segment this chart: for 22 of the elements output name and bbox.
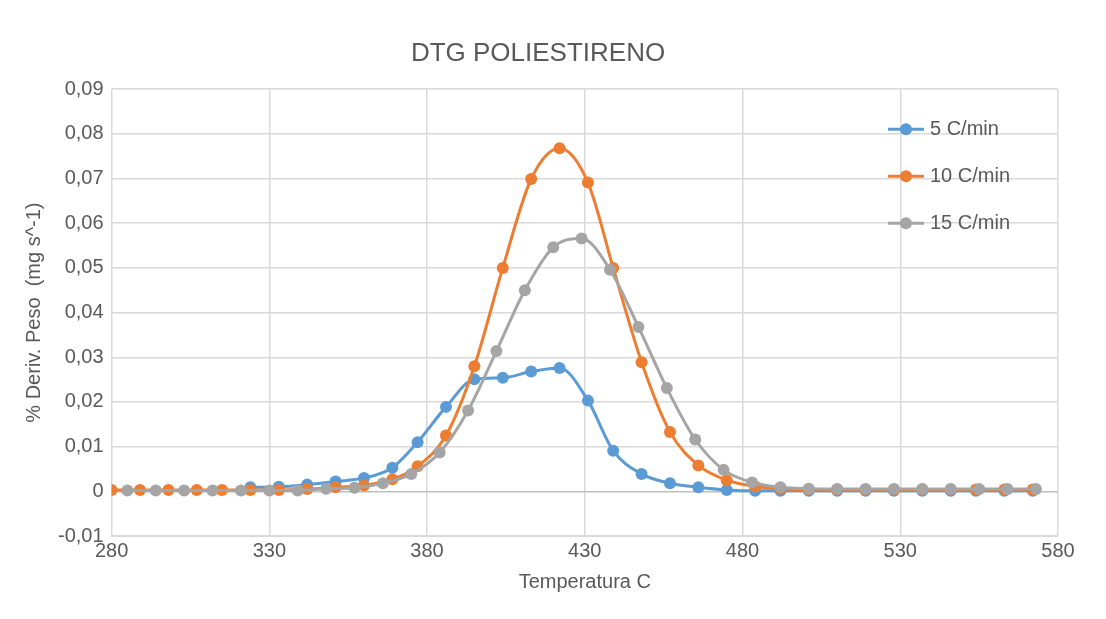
x-tick-label: 330 [252,538,287,561]
y-tick-label: 0,08 [64,121,104,144]
y-tick-label: 0,09 [64,76,104,99]
y-tick-label: 0,02 [64,389,104,412]
legend-label: 15 C/min [929,210,1010,233]
x-tick-label: 530 [883,538,917,561]
y-tick-label: 0,07 [64,166,104,189]
x-tick-label: 430 [568,538,602,561]
chart-title: DTG POLIESTIRENO [410,36,666,67]
x-tick-label: 380 [410,538,444,561]
x-tick-label: 480 [725,538,760,561]
x-tick-label: 580 [1041,538,1075,561]
y-tick-label: 0,04 [64,300,104,323]
x-axis-title: Temperatura C [518,569,651,592]
legend-label: 5 C/min [929,116,999,139]
y-tick-label: 0,06 [64,210,104,233]
legend-label: 10 C/min [929,163,1010,186]
y-tick-label: 0,05 [64,255,104,278]
y-axis-title: % Deriv. Peso (mg s^-1) [21,202,44,423]
y-tick-label: 0 [92,478,104,501]
y-tick-label: 0,01 [64,434,104,457]
y-tick-label: 0,03 [64,344,104,367]
